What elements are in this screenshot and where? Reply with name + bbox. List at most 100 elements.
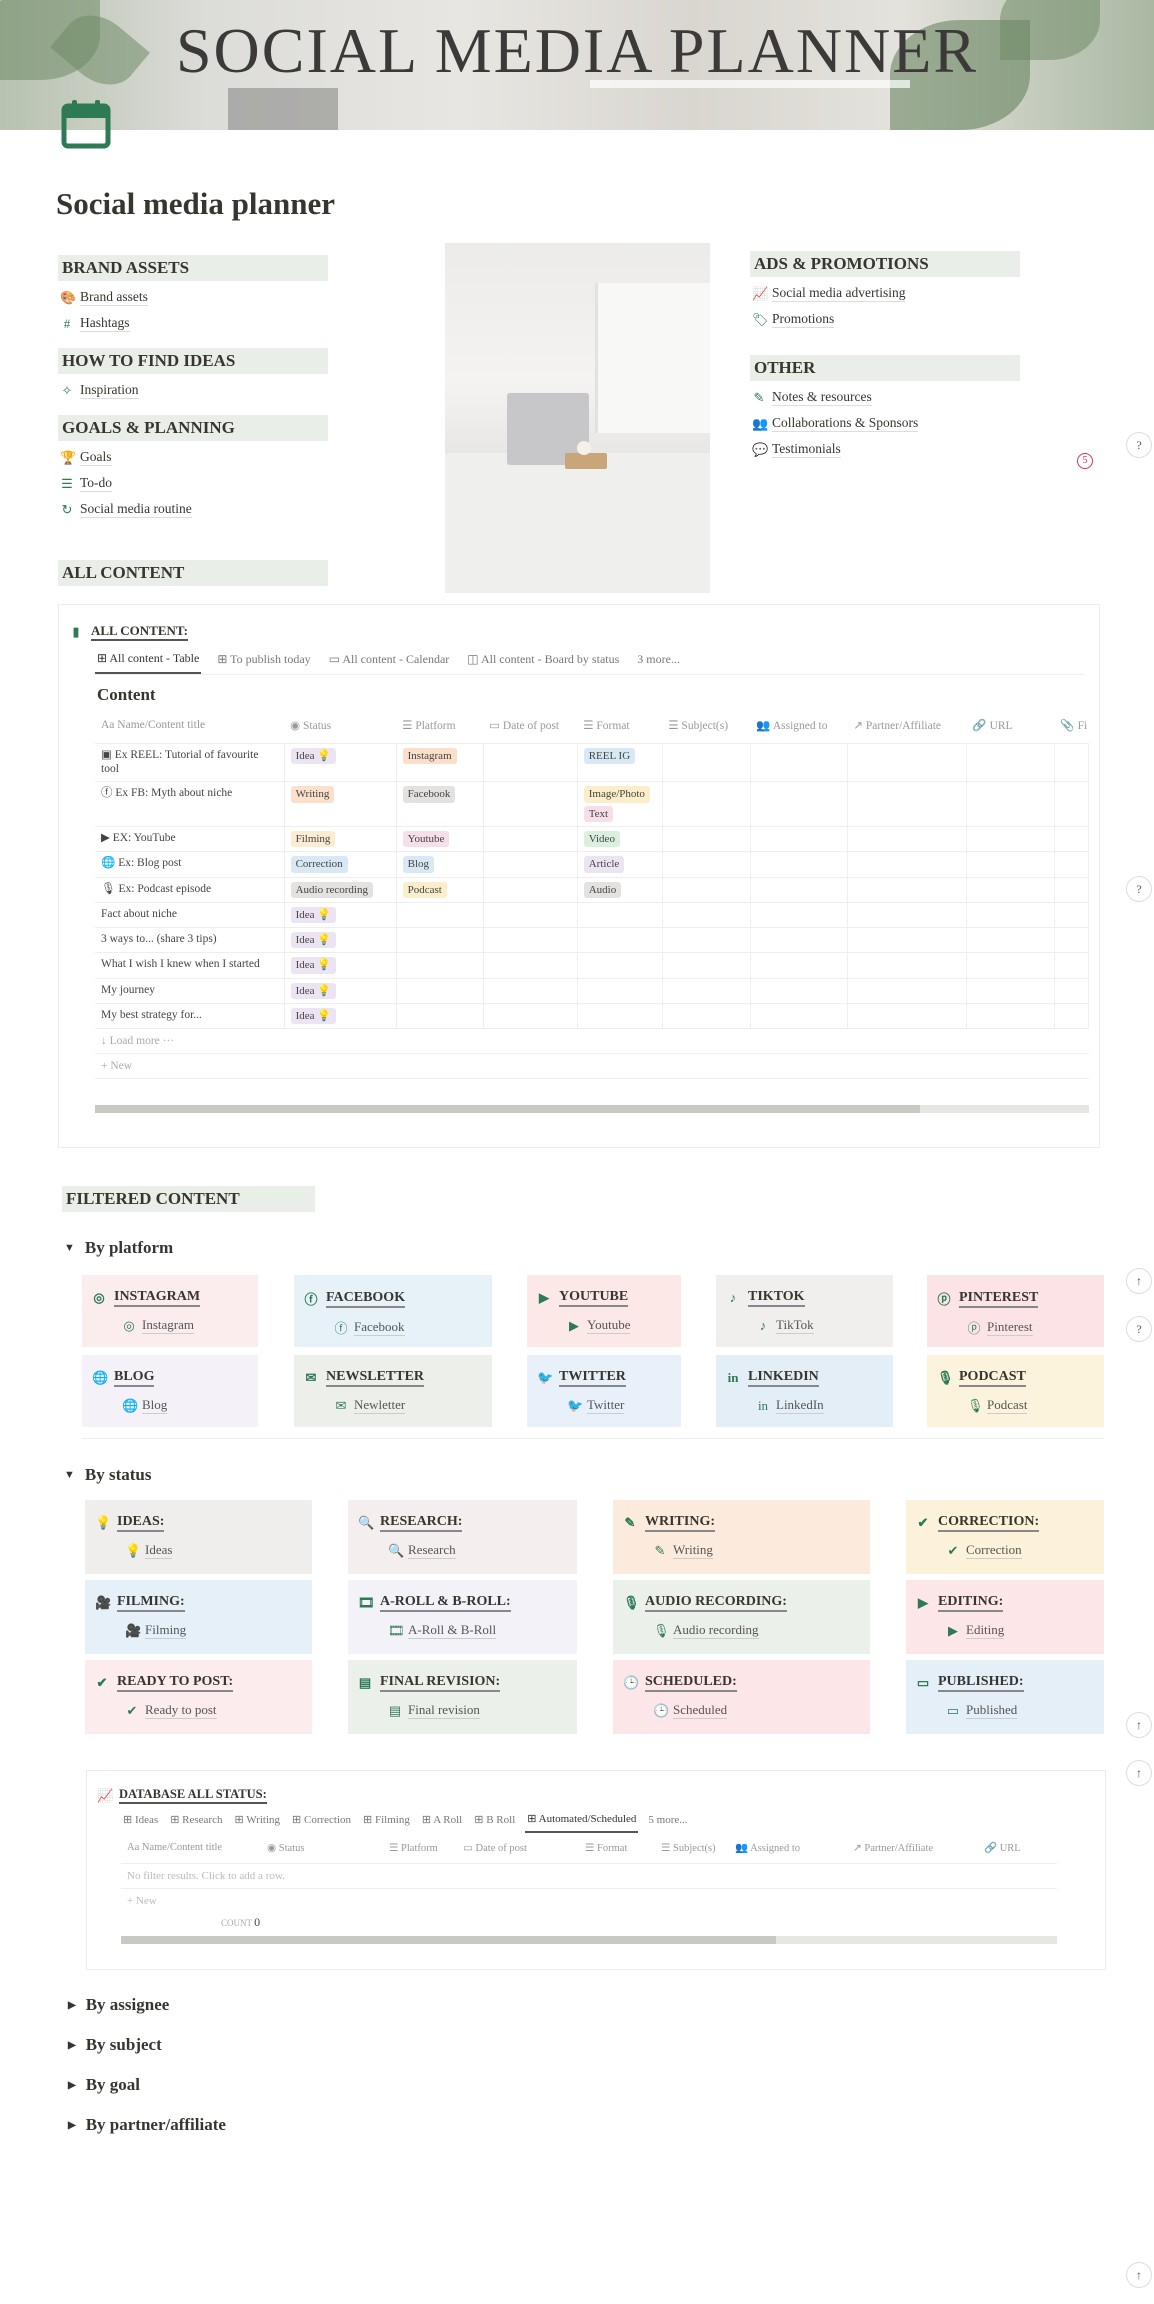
view-tab[interactable]: ⊞ Correction [292,1814,352,1826]
card-link[interactable]: ✎ Writing [653,1542,860,1559]
column-header[interactable]: ▭ Date of post [457,1833,579,1864]
view-tab[interactable]: ⊞ Writing [234,1814,281,1826]
name-cell[interactable]: 🌐 Ex: Blog post [95,851,285,878]
files-cell[interactable] [1054,743,1090,783]
subject-cell[interactable] [662,877,751,903]
status-cell[interactable]: Idea 💡 [284,1003,397,1030]
database-title[interactable]: DATABASE ALL STATUS: [119,1787,267,1804]
nav-link-promotions[interactable]: 🏷 Promotions [752,311,835,328]
column-header[interactable]: ◉ Status [284,707,397,744]
status-cell[interactable]: Idea 💡 [284,927,397,954]
name-cell[interactable]: My journey [95,978,285,1005]
toggle-by-partner-affiliate[interactable]: ▶ By partner/affiliate [68,2115,226,2135]
scroll-up-button[interactable]: ↑ [1126,1760,1152,1786]
view-tab[interactable]: ⊞ All content - Table [95,645,202,674]
card-title[interactable]: ♪ TIKTOK [726,1289,883,1307]
column-header[interactable]: 👥 Assigned to [750,707,848,744]
card-link[interactable]: in LinkedIn [756,1397,883,1414]
toggle-by-goal[interactable]: ▶ By goal [68,2075,140,2095]
view-tab[interactable]: ⊞ To publish today [217,652,311,666]
date-cell[interactable] [483,952,578,979]
column-header[interactable]: ☰ Format [579,1833,655,1864]
status-cell[interactable]: Idea 💡 [284,952,397,979]
files-cell[interactable] [1054,851,1090,878]
view-tab[interactable]: ⊞ Filming [363,1814,410,1826]
card-title[interactable]: 🐦 TWITTER [537,1369,671,1387]
nav-link-testimonials[interactable]: 💬 Testimonials [752,441,841,458]
name-cell[interactable]: ▶ EX: YouTube [95,826,285,853]
subject-cell[interactable] [662,743,751,783]
column-header[interactable]: Aa Name/Content title [95,707,285,744]
platform-cell[interactable] [396,927,484,954]
assigned-cell[interactable] [750,902,848,929]
card-link[interactable]: ▭ Published [946,1702,1094,1719]
card-link[interactable]: 🔍 Research [388,1542,567,1559]
view-tab[interactable]: ⊞ Ideas [123,1814,159,1826]
format-cell[interactable]: Article [577,851,663,878]
column-header[interactable]: 🔗 URL [966,707,1055,744]
status-cell[interactable]: Audio recording [284,877,397,903]
partner-cell[interactable] [847,743,967,783]
card-title[interactable]: ✔ CORRECTION: [916,1514,1094,1532]
status-cell[interactable]: Writing [284,781,397,827]
card-link[interactable]: 🌐 Blog [122,1397,248,1414]
scroll-up-button[interactable]: ↑ [1126,1268,1152,1294]
column-header[interactable]: ☰ Format [577,707,663,744]
column-header[interactable]: ☰ Platform [383,1833,457,1864]
format-cell[interactable] [577,927,663,954]
partner-cell[interactable] [847,877,967,903]
card-link[interactable]: ♪ TikTok [756,1317,883,1334]
name-cell[interactable]: My best strategy for... [95,1003,285,1030]
nav-link-notes-resources[interactable]: ✎ Notes & resources [752,389,872,406]
subject-cell[interactable] [662,952,751,979]
subject-cell[interactable] [662,826,751,853]
card-title[interactable]: 🎙 PODCAST [937,1369,1094,1387]
name-cell[interactable]: Fact about niche [95,902,285,929]
format-cell[interactable] [577,952,663,979]
horizontal-scrollbar[interactable] [121,1935,1057,1944]
horizontal-scrollbar[interactable] [95,1105,1089,1114]
subject-cell[interactable] [662,978,751,1005]
files-cell[interactable] [1054,952,1090,979]
files-cell[interactable] [1054,826,1090,853]
card-title[interactable]: ▶ EDITING: [916,1594,1094,1612]
load-more-button[interactable]: ↓ Load more ··· [101,1035,175,1048]
new-row-button[interactable]: + New [127,1894,157,1907]
date-cell[interactable] [483,826,578,853]
table-row[interactable]: 3 ways to... (share 3 tips) Idea 💡 [95,927,1090,954]
toggle-by-assignee[interactable]: ▶ By assignee [68,1995,169,2015]
files-cell[interactable] [1054,781,1090,827]
assigned-cell[interactable] [750,851,848,878]
url-cell[interactable] [966,1003,1055,1030]
card-link[interactable]: ✔ Correction [946,1542,1094,1559]
url-cell[interactable] [966,927,1055,954]
partner-cell[interactable] [847,902,967,929]
format-cell[interactable]: Audio [577,877,663,903]
files-cell[interactable] [1054,978,1090,1005]
url-cell[interactable] [966,826,1055,853]
platform-cell[interactable]: Instagram [396,743,484,783]
table-row[interactable]: ▣ Ex REEL: Tutorial of favourite tool Ide… [95,743,1090,783]
url-cell[interactable] [966,743,1055,783]
card-link[interactable]: 🐦 Twitter [567,1397,671,1414]
column-header[interactable]: ☰ Subject(s) [655,1833,729,1864]
card-title[interactable]: in LINKEDIN [726,1369,883,1387]
assigned-cell[interactable] [750,743,848,783]
card-link[interactable]: ✉ Newletter [334,1397,482,1414]
card-title[interactable]: ▭ PUBLISHED: [916,1674,1094,1692]
card-title[interactable]: 🎥 FILMING: [95,1594,302,1612]
view-tab[interactable]: ◫ All content - Board by status [467,652,620,666]
card-link[interactable]: ▶ Youtube [567,1317,671,1334]
format-cell[interactable] [577,902,663,929]
assigned-cell[interactable] [750,952,848,979]
partner-cell[interactable] [847,826,967,853]
card-link[interactable]: ▤ Final revision [388,1702,567,1719]
column-header[interactable]: 📎 Fi [1054,707,1089,744]
assigned-cell[interactable] [750,978,848,1005]
calendar-icon[interactable] [60,98,112,150]
column-header[interactable]: ▭ Date of post [483,707,578,744]
url-cell[interactable] [966,781,1055,827]
card-link[interactable]: ◎ Instagram [122,1317,248,1334]
nav-link-hashtags[interactable]: # Hashtags [60,315,130,332]
subject-cell[interactable] [662,927,751,954]
